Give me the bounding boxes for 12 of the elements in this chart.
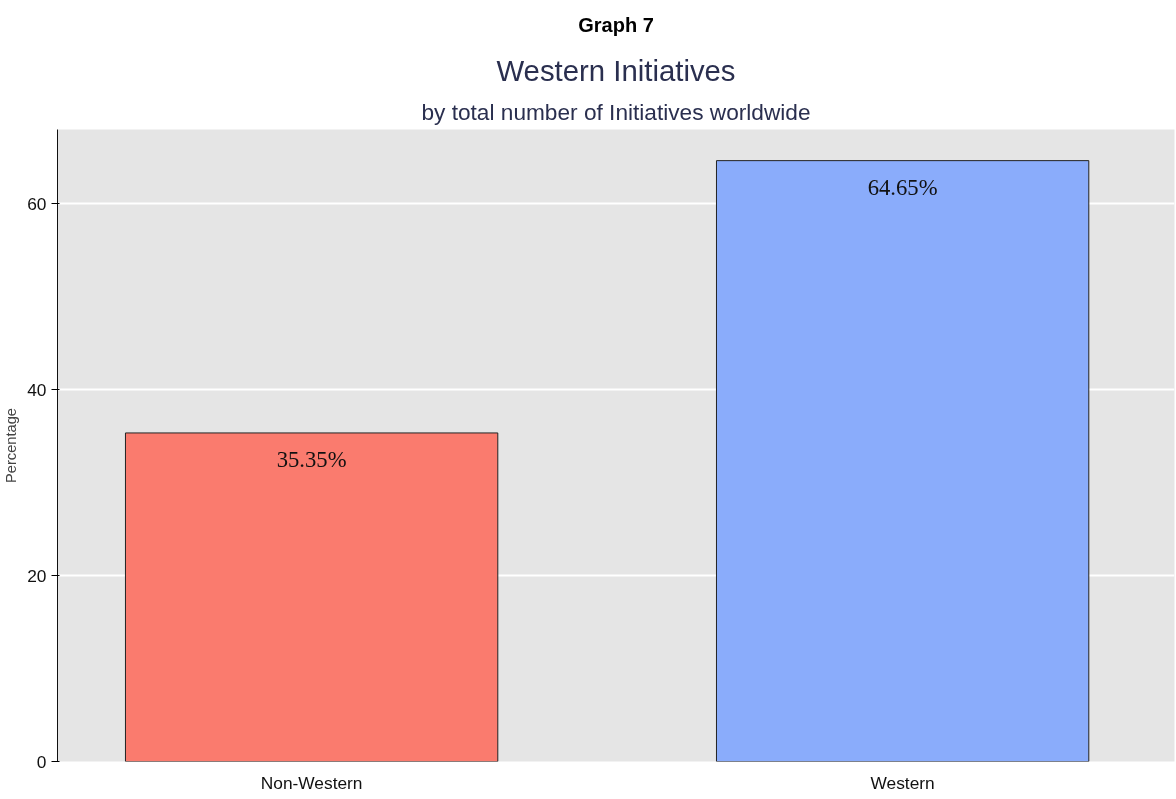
data-label: 35.35% <box>276 446 347 472</box>
x-tick-label: Non-Western <box>260 772 363 793</box>
data-label: 64.65% <box>867 174 938 200</box>
y-tick-label: 60 <box>27 193 47 214</box>
y-tick-label: 40 <box>27 379 47 400</box>
caption: Graph 7 <box>578 13 654 36</box>
y-tick-label: 20 <box>27 565 47 586</box>
y-tick-label: 0 <box>36 751 47 772</box>
chart-title: Western Initiatives <box>496 53 736 87</box>
y-axis-title: Percentage <box>3 408 20 483</box>
chart-subtitle: by total number of Initiatives worldwide <box>421 98 811 125</box>
x-tick-label: Western <box>870 772 935 793</box>
